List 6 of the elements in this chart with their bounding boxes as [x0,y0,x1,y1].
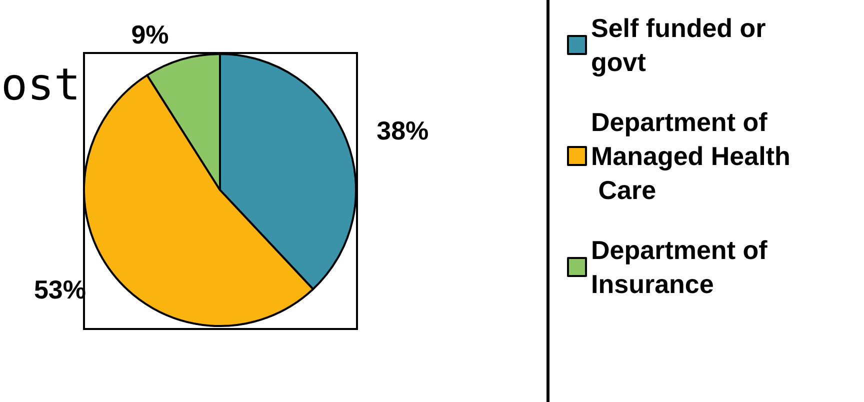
legend-label: Self funded or govt [591,13,773,77]
legend-label: Department of Managed Health Care [591,107,790,205]
data-label: 38% [376,115,429,146]
data-label: 9% [131,19,169,50]
text: ost [1,60,80,110]
legend-label: Department of Insurance [591,235,774,299]
